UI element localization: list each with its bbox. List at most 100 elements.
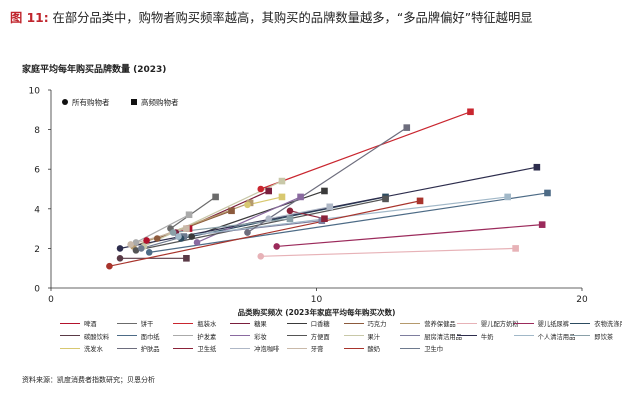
high-frequency-point (533, 163, 541, 171)
high-frequency-point (185, 211, 193, 219)
legend-swatch (60, 347, 80, 349)
legend-swatch (456, 335, 477, 336)
legend-item: 婴儿配方奶粉 (456, 321, 519, 329)
figure-label: 图 11: (10, 11, 49, 25)
high-frequency-point (183, 255, 190, 262)
legend-item: 洗发水 (60, 346, 103, 354)
all-shoppers-point (175, 233, 182, 240)
all-shoppers-point (127, 241, 134, 248)
legend-swatch (173, 347, 194, 349)
all-shoppers-point (116, 254, 124, 262)
y-tick-label: 8 (34, 126, 40, 136)
legend-swatch (400, 322, 421, 324)
legend-item: 方便面 (286, 333, 330, 342)
series-line (196, 196, 301, 244)
all-shoppers-point (153, 235, 161, 242)
legend-item: 口香糖 (286, 321, 330, 329)
legend-item: 护发素 (173, 334, 216, 342)
series-line (247, 127, 408, 234)
high-frequency-point (183, 225, 190, 232)
legend-label: 护肤品 (140, 346, 160, 353)
legend-label: 碳酸饮料 (84, 333, 110, 341)
high-frequency-point (265, 187, 273, 195)
legend-swatch (286, 322, 307, 324)
legend-label: 冲泡咖啡 (254, 346, 280, 353)
legend-item: 彩妆 (230, 334, 267, 342)
legend-swatch (343, 322, 364, 324)
legend-swatch (60, 335, 80, 336)
high-frequency-point (504, 193, 511, 201)
legend-item: 卫生纸 (173, 346, 216, 354)
chart-title: 家庭平均每年购买品牌数量 (2023) (22, 65, 167, 75)
all-shoppers-point (273, 243, 280, 250)
legend-marker-label: 所有购物者 (72, 97, 110, 107)
legend-label: 婴儿配方奶粉 (480, 321, 519, 328)
all-shoppers-point (193, 239, 201, 246)
legend-item: 碳酸饮料 (60, 334, 109, 342)
legend-label: 瓶装水 (197, 321, 217, 328)
legend-item: 牛奶 (456, 334, 493, 342)
series-line (143, 180, 283, 247)
legend-label: 营养保健品 (424, 321, 456, 328)
legend-label: 饼干 (140, 321, 154, 328)
legend-swatch (570, 335, 591, 336)
legend-label: 方便面 (310, 333, 330, 341)
high-frequency-point (326, 203, 334, 211)
legend-item: 糖果 (230, 321, 267, 329)
high-frequency-point (382, 195, 389, 203)
figure-title-text: 在部分品类中，购物者购买频率越高，其购买的品牌数量越多，“多品牌偏好”特征越明显 (52, 11, 533, 25)
legend-swatch (570, 322, 591, 324)
y-tick-label: 6 (34, 166, 40, 176)
high-frequency-point (512, 245, 519, 252)
y-tick-label: 0 (34, 285, 40, 295)
legend-label: 牙膏 (310, 346, 324, 353)
x-tick-label: 0 (48, 295, 54, 305)
series-line (276, 224, 543, 248)
high-frequency-point (467, 108, 474, 116)
series-line (268, 206, 330, 220)
all-shoppers-point (244, 201, 251, 209)
legend-item: 牙膏 (286, 346, 324, 354)
high-frequency-point (416, 197, 424, 205)
all-shoppers-point (137, 245, 145, 252)
high-frequency-point (538, 221, 546, 228)
high-frequency-point (321, 187, 328, 195)
legend-item: 啤酒 (60, 321, 97, 329)
legend-marker-label: 高频购物者 (141, 97, 179, 107)
all-shoppers-point (286, 207, 294, 215)
high-frequency-point (180, 233, 188, 240)
legend-label: 果汁 (367, 333, 381, 341)
x-axis-label: 品类购买频次 (2023年家庭平均每年购买次数) (238, 307, 396, 317)
legend-label: 婴儿纸尿裤 (537, 321, 570, 328)
legend-item: 厨房清洁用品 (400, 334, 462, 342)
all-shoppers-point (116, 245, 124, 252)
legend-label: 糖果 (254, 321, 267, 328)
high-frequency-point (286, 215, 294, 222)
legend-swatch (513, 335, 534, 336)
legend-label: 衣物洗涤用品 (594, 321, 622, 328)
legend-item: 衣物洗涤用品 (570, 321, 622, 329)
legend-swatch (343, 335, 364, 336)
y-tick-label: 10 (29, 87, 41, 97)
legend-item: 瓶装水 (173, 321, 216, 329)
all-shoppers-point (132, 239, 140, 246)
high-frequency-point (212, 193, 219, 201)
legend-label: 洗发水 (84, 346, 103, 353)
legend-item: 护肤品 (116, 346, 160, 354)
legend-swatch (173, 322, 194, 324)
legend-swatch (286, 347, 307, 349)
all-shoppers-point (257, 253, 265, 260)
legend-label: 巧克力 (367, 321, 387, 328)
legend-item: 酸奶 (343, 346, 380, 354)
legend-swatch (230, 335, 251, 336)
legend-label: 护发素 (197, 333, 217, 341)
high-frequency-point (228, 207, 235, 215)
legend-label: 面巾纸 (140, 333, 160, 341)
figure-title: 图 11: 在部分品类中，购物者购买频率越高，其购买的品牌数量越多，“多品牌偏好… (10, 10, 615, 26)
x-tick-label: 10 (311, 295, 323, 305)
legend-swatch (230, 347, 251, 349)
high-frequency-point (403, 124, 411, 131)
legend-swatch (116, 335, 137, 336)
series-line (260, 247, 516, 257)
